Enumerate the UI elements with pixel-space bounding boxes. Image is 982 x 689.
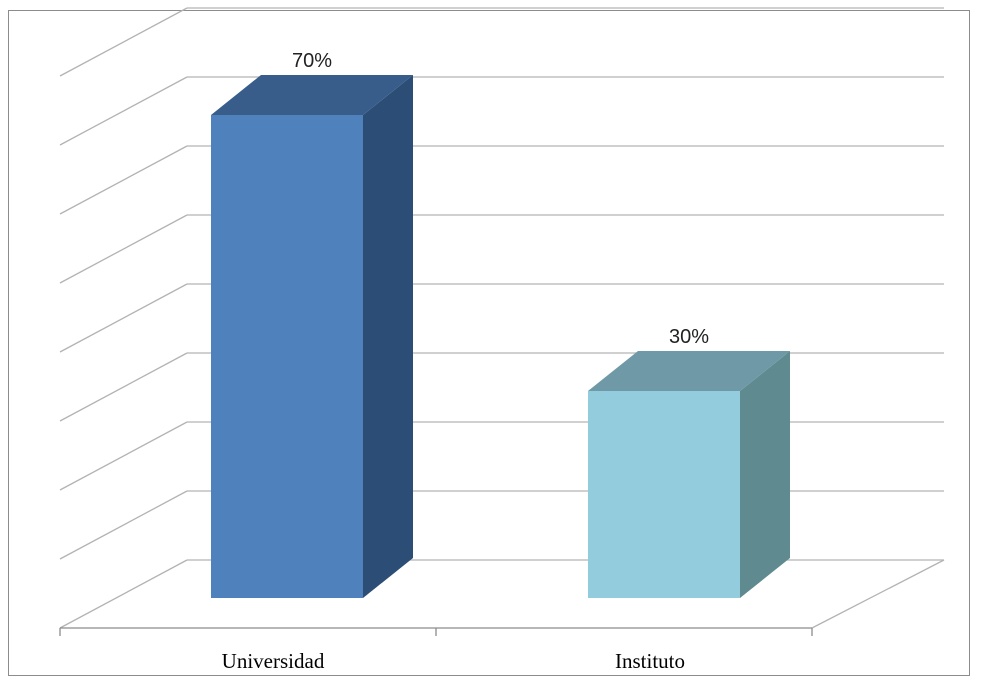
gridline-left-40: [59, 283, 188, 353]
data-label-instituto: 30%: [669, 326, 709, 348]
gridline-left-30: [59, 352, 188, 422]
gridline-left-10: [59, 490, 188, 560]
data-label-universidad: 70%: [292, 50, 332, 72]
bar-side-universidad: [363, 75, 413, 598]
gridline-left-60: [59, 145, 188, 215]
bar-top-instituto: [588, 351, 790, 391]
bar-front-instituto: [588, 391, 740, 598]
chart-frame: [8, 10, 970, 676]
bar-front-universidad: [211, 115, 363, 598]
bar-side-instituto: [740, 351, 790, 598]
floor-right-edge: [811, 559, 945, 629]
gridline-left-80: [59, 7, 188, 77]
x-tick-label-universidad: Universidad: [222, 649, 325, 673]
gridline-left-70: [59, 76, 188, 146]
gridline-left-50: [59, 214, 188, 284]
x-tick-label-instituto: Instituto: [615, 649, 685, 673]
gridline-left-20: [59, 421, 188, 491]
bar-top-universidad: [211, 75, 413, 115]
gridline-left-0: [59, 559, 188, 629]
